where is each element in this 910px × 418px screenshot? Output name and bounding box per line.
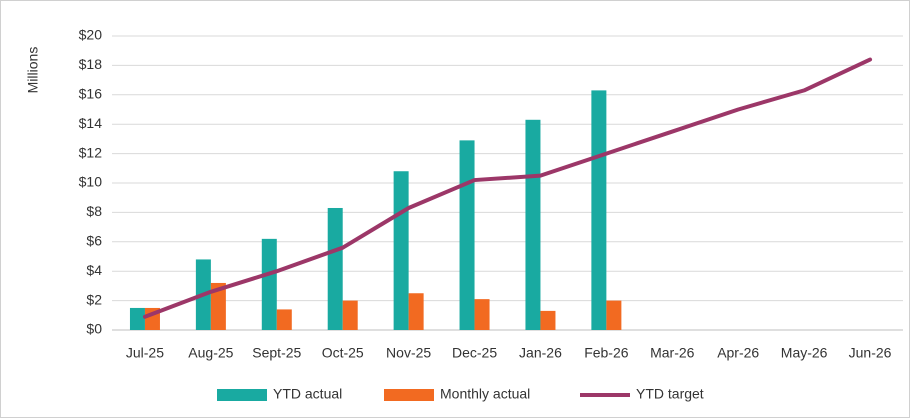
x-tick-label: Feb-26 — [584, 345, 629, 361]
line — [142, 57, 873, 319]
y-tick-label: $20 — [79, 27, 103, 43]
x-tick-label: Oct-25 — [322, 345, 364, 361]
bar — [210, 282, 226, 330]
y-tick-label: $12 — [79, 144, 103, 160]
x-tick-label: Dec-25 — [452, 345, 497, 361]
y-tick-label: $8 — [86, 203, 102, 219]
y-tick-label: $10 — [79, 174, 103, 190]
bar — [591, 90, 607, 330]
bar — [408, 293, 424, 330]
bar — [393, 171, 409, 330]
bar — [540, 310, 556, 330]
legend-label: YTD actual — [273, 386, 342, 402]
y-tick-label: $4 — [86, 262, 102, 278]
bar — [327, 207, 343, 330]
x-tick-label: Jul-25 — [126, 345, 164, 361]
x-tick-label: Sept-25 — [252, 345, 301, 361]
legend-label: YTD target — [636, 386, 704, 402]
legend-swatch — [384, 389, 434, 401]
bar — [474, 299, 490, 330]
y-tick-label: $2 — [86, 291, 102, 307]
bar — [525, 119, 541, 330]
x-tick-label: Nov-25 — [386, 345, 431, 361]
x-tick-label: May-26 — [781, 345, 828, 361]
y-tick-label: $14 — [79, 115, 103, 131]
y-tick-label: $16 — [79, 86, 103, 102]
bar — [129, 307, 145, 330]
y-tick-label: $6 — [86, 233, 102, 249]
y-tick-label: $0 — [86, 321, 102, 337]
bar — [276, 309, 292, 330]
x-tick-label: Mar-26 — [650, 345, 695, 361]
x-tick-label: Aug-25 — [188, 345, 233, 361]
bar — [459, 140, 475, 330]
y-tick-label: $18 — [79, 56, 103, 72]
legend-label: Monthly actual — [440, 386, 530, 402]
bar — [261, 238, 277, 330]
bar — [342, 300, 358, 330]
bar — [606, 300, 622, 330]
legend-swatch — [217, 389, 267, 401]
x-tick-label: Jun-26 — [849, 345, 892, 361]
y-axis-label: Millions — [25, 47, 41, 94]
x-tick-label: Jan-26 — [519, 345, 562, 361]
x-tick-label: Apr-26 — [717, 345, 759, 361]
